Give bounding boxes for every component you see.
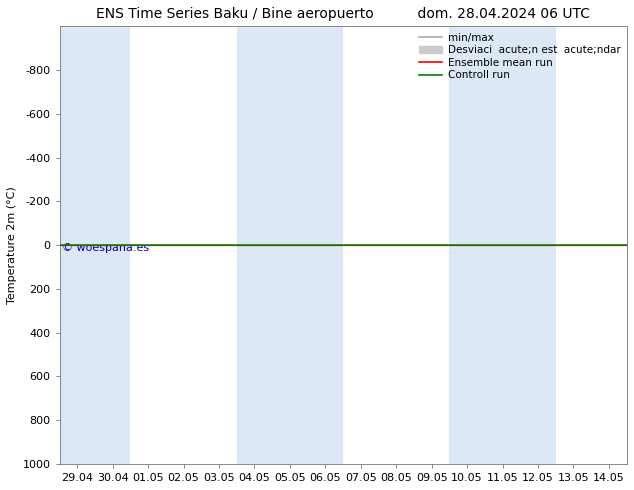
Legend: min/max, Desviaci  acute;n est  acute;ndar, Ensemble mean run, Controll run: min/max, Desviaci acute;n est acute;ndar… [415, 28, 624, 84]
Y-axis label: Temperature 2m (°C): Temperature 2m (°C) [7, 186, 17, 304]
Bar [450, 26, 555, 464]
Bar [236, 26, 343, 464]
Text: © woespana.es: © woespana.es [62, 243, 150, 253]
Bar [60, 26, 131, 464]
Title: ENS Time Series Baku / Bine aeropuerto          dom. 28.04.2024 06 UTC: ENS Time Series Baku / Bine aeropuerto d… [96, 7, 590, 21]
